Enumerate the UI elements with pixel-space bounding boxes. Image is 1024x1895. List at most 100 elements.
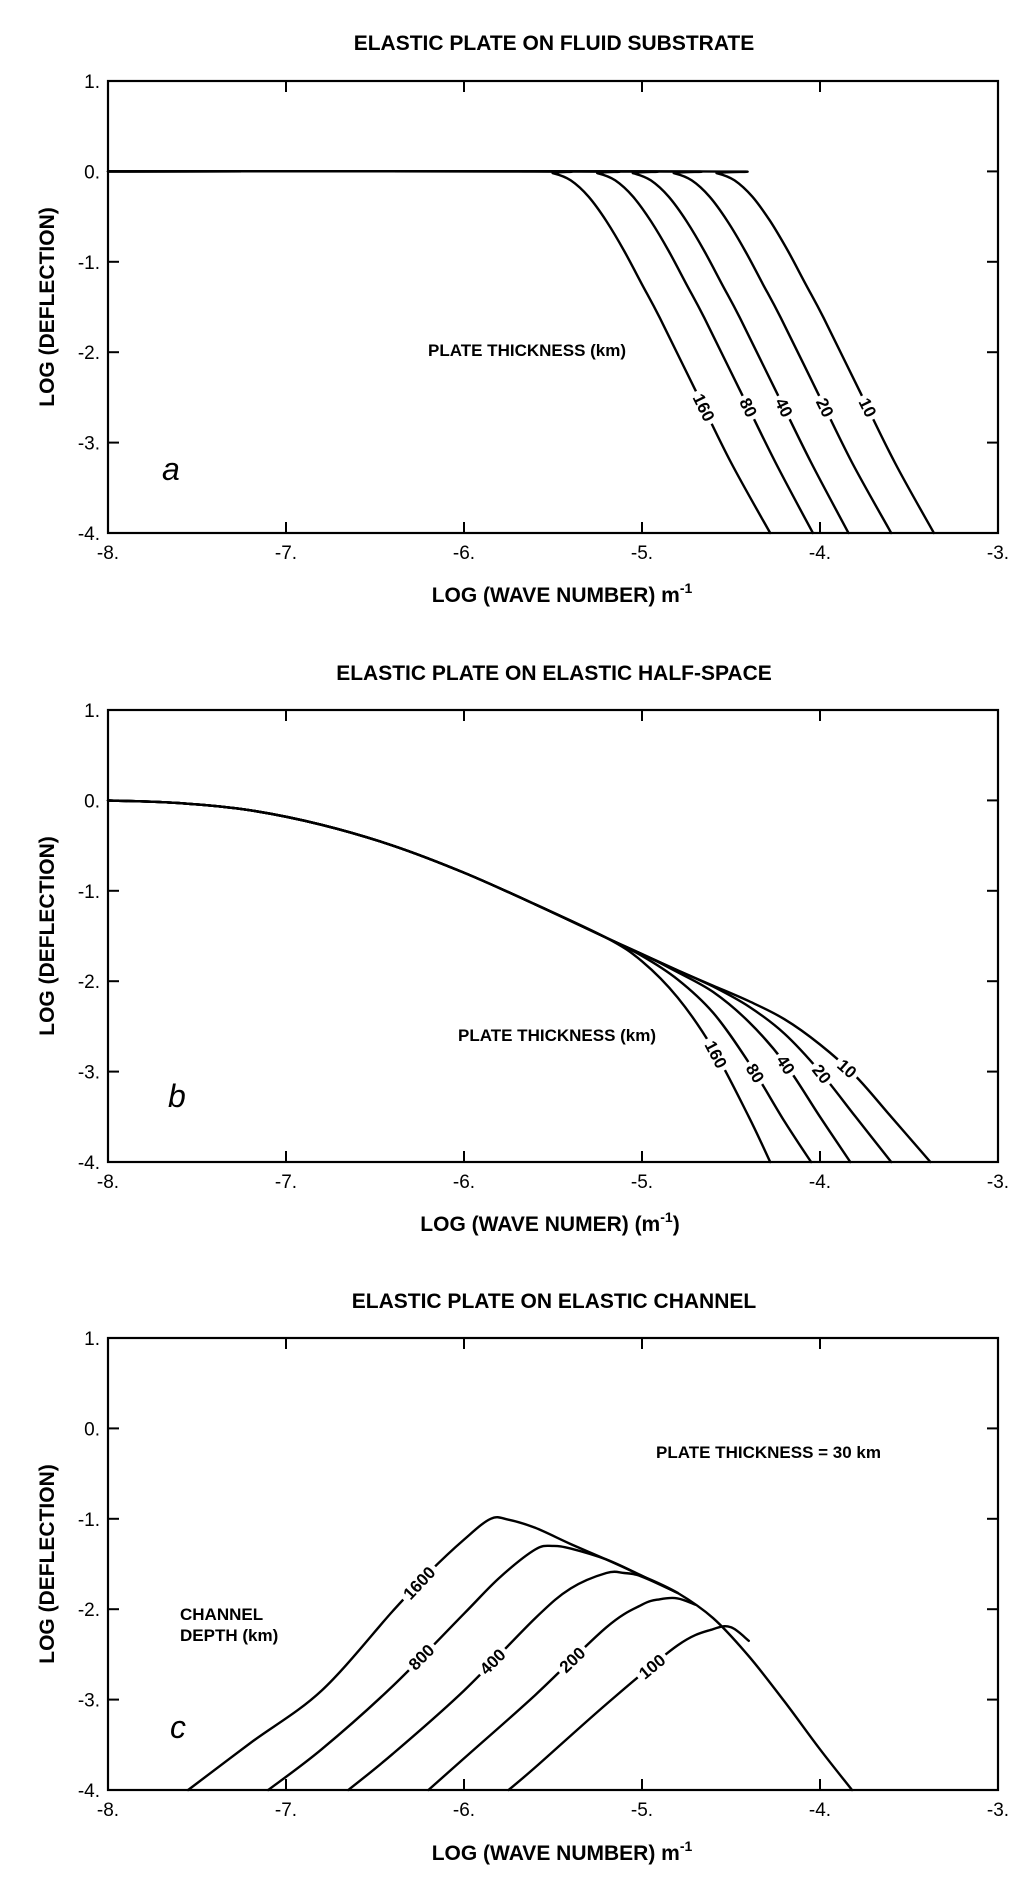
- annotation-plate-thickness: PLATE THICKNESS (km): [458, 1026, 656, 1045]
- y-tick-label: 0.: [84, 162, 100, 183]
- y-tick-label: -4.: [78, 1781, 100, 1802]
- y-tick-label: -4.: [78, 1153, 100, 1174]
- x-tick-label: -3.: [987, 1172, 1009, 1193]
- x-tick-label: -4.: [809, 1172, 831, 1193]
- annotation-plate-thickness: PLATE THICKNESS = 30 km: [656, 1443, 881, 1462]
- chart-panel-c: ELASTIC PLATE ON ELASTIC CHANNEL -8. -7. -…: [36, 1290, 1009, 1865]
- x-tick-label: -3.: [987, 543, 1009, 564]
- y-tick-label: 1.: [84, 72, 100, 93]
- curve-label-background: [396, 1559, 443, 1607]
- series-line-40: [106, 799, 852, 1164]
- series-line-200: [427, 1596, 697, 1792]
- x-axis-label-superscript: -1: [680, 580, 693, 596]
- x-axis-label-main: LOG (WAVE NUMER) (m: [420, 1213, 660, 1236]
- panel-letter: a: [162, 451, 180, 487]
- y-tick-label: -2.: [78, 1600, 100, 1621]
- x-tick-label: -5.: [631, 1172, 653, 1193]
- chart-title: ELASTIC PLATE ON FLUID SUBSTRATE: [354, 32, 755, 55]
- curve-label-100: 100: [631, 1647, 673, 1686]
- x-axis-label-main: LOG (WAVE NUMBER) m: [432, 1842, 680, 1865]
- panel-letter: b: [168, 1078, 186, 1114]
- curve-label-background: [552, 1640, 593, 1680]
- x-tick-label: -4.: [809, 543, 831, 564]
- x-tick-label: -6.: [453, 1800, 475, 1821]
- curve-label-80: 80: [733, 391, 764, 424]
- y-tick-label: 0.: [84, 791, 100, 812]
- x-tick-label: -7.: [275, 1172, 297, 1193]
- curve-label-10: 10: [852, 391, 883, 424]
- x-tick-label: -5.: [631, 543, 653, 564]
- curve-label-background: [686, 386, 721, 429]
- curve-label-background: [733, 391, 764, 424]
- series-lines: [106, 799, 932, 1164]
- curve-label-background: [698, 1033, 734, 1075]
- curve-label-background: [631, 1647, 673, 1686]
- curve-label-background: [852, 391, 883, 424]
- annotation-channel: CHANNEL: [180, 1605, 263, 1624]
- x-axis-label-main: LOG (WAVE NUMBER) m: [432, 584, 680, 607]
- series-line-800: [267, 1544, 679, 1792]
- plot-frame: [106, 708, 1000, 1164]
- x-axis-label: LOG (WAVE NUMER) (m-1): [420, 1209, 679, 1236]
- plot-frame: [106, 1336, 1000, 1792]
- y-tick-label: 1.: [84, 701, 100, 722]
- curve-label-background: [810, 391, 840, 424]
- chart-panel-a: ELASTIC PLATE ON FLUID SUBSTRATE -8. -7. -…: [36, 32, 1009, 607]
- x-axis-label: LOG (WAVE NUMBER) m-1: [432, 580, 693, 607]
- x-tick-label: -3.: [987, 1800, 1009, 1821]
- panel-letter: c: [170, 1709, 186, 1745]
- x-tick-label: -8.: [97, 543, 119, 564]
- x-tick-label: -8.: [97, 1800, 119, 1821]
- curve-label-40: 40: [770, 1048, 802, 1082]
- chart-title: ELASTIC PLATE ON ELASTIC HALF-SPACE: [336, 662, 772, 685]
- curve-label-background: [401, 1637, 442, 1677]
- series-line-160: [106, 799, 772, 1164]
- x-tick-label: -6.: [453, 543, 475, 564]
- x-axis-label-superscript: -1: [660, 1209, 673, 1225]
- x-tick-label: -7.: [275, 1800, 297, 1821]
- x-axis-label-superscript: -1: [680, 1838, 693, 1854]
- series-lines: [106, 170, 936, 535]
- axis-ticks: -8. -7. -6. -5. -4. -3. 1. 0. -1. -2. -3. -4.: [78, 1329, 1009, 1821]
- x-tick-label: -6.: [453, 1172, 475, 1193]
- curve-label-20: 20: [810, 391, 840, 424]
- x-axis-label-suffix: ): [673, 1213, 680, 1236]
- curve-label-background: [472, 1641, 513, 1682]
- plot-frame: [106, 79, 1000, 535]
- y-tick-label: -3.: [78, 434, 100, 455]
- y-tick-label: -2.: [78, 972, 100, 993]
- series-line-20: [106, 799, 893, 1164]
- x-tick-label: -7.: [275, 543, 297, 564]
- y-tick-label: 0.: [84, 1419, 100, 1440]
- curve-label-40: 40: [769, 391, 799, 424]
- y-axis-label: LOG (DEFLECTION): [36, 1464, 59, 1663]
- x-tick-label: -8.: [97, 1172, 119, 1193]
- series-lines: [186, 1516, 854, 1792]
- y-tick-label: -3.: [78, 1063, 100, 1084]
- series-line-10: [106, 799, 932, 1164]
- curve-label-background: [805, 1057, 838, 1091]
- y-tick-label: 1.: [84, 1329, 100, 1350]
- y-tick-label: -1.: [78, 1510, 100, 1531]
- x-axis-label: LOG (WAVE NUMBER) m-1: [432, 1838, 693, 1865]
- curve-label-background: [769, 391, 799, 424]
- series-line-10: [106, 170, 936, 535]
- y-tick-label: -4.: [78, 524, 100, 545]
- y-axis-label: LOG (DEFLECTION): [36, 207, 59, 406]
- y-tick-label: -2.: [78, 343, 100, 364]
- y-tick-label: -3.: [78, 1691, 100, 1712]
- y-tick-label: -1.: [78, 253, 100, 274]
- chart-title: ELASTIC PLATE ON ELASTIC CHANNEL: [352, 1290, 757, 1313]
- axis-ticks: -8. -7. -6. -5. -4. -3. 1. 0. -1. -2. -3. -4.: [78, 72, 1009, 564]
- axis-ticks: -8. -7. -6. -5. -4. -3. 1. 0. -1. -2. -3. -4.: [78, 701, 1009, 1193]
- curve-label-160: 160: [686, 386, 721, 429]
- annotation-depth: DEPTH (km): [180, 1626, 278, 1645]
- series-line-400: [347, 1570, 679, 1792]
- chart-panel-b: ELASTIC PLATE ON ELASTIC HALF-SPACE -8. -…: [36, 662, 1009, 1236]
- curve-label-80: 80: [739, 1056, 771, 1090]
- series-line-1600: [186, 1516, 854, 1792]
- x-tick-label: -4.: [809, 1800, 831, 1821]
